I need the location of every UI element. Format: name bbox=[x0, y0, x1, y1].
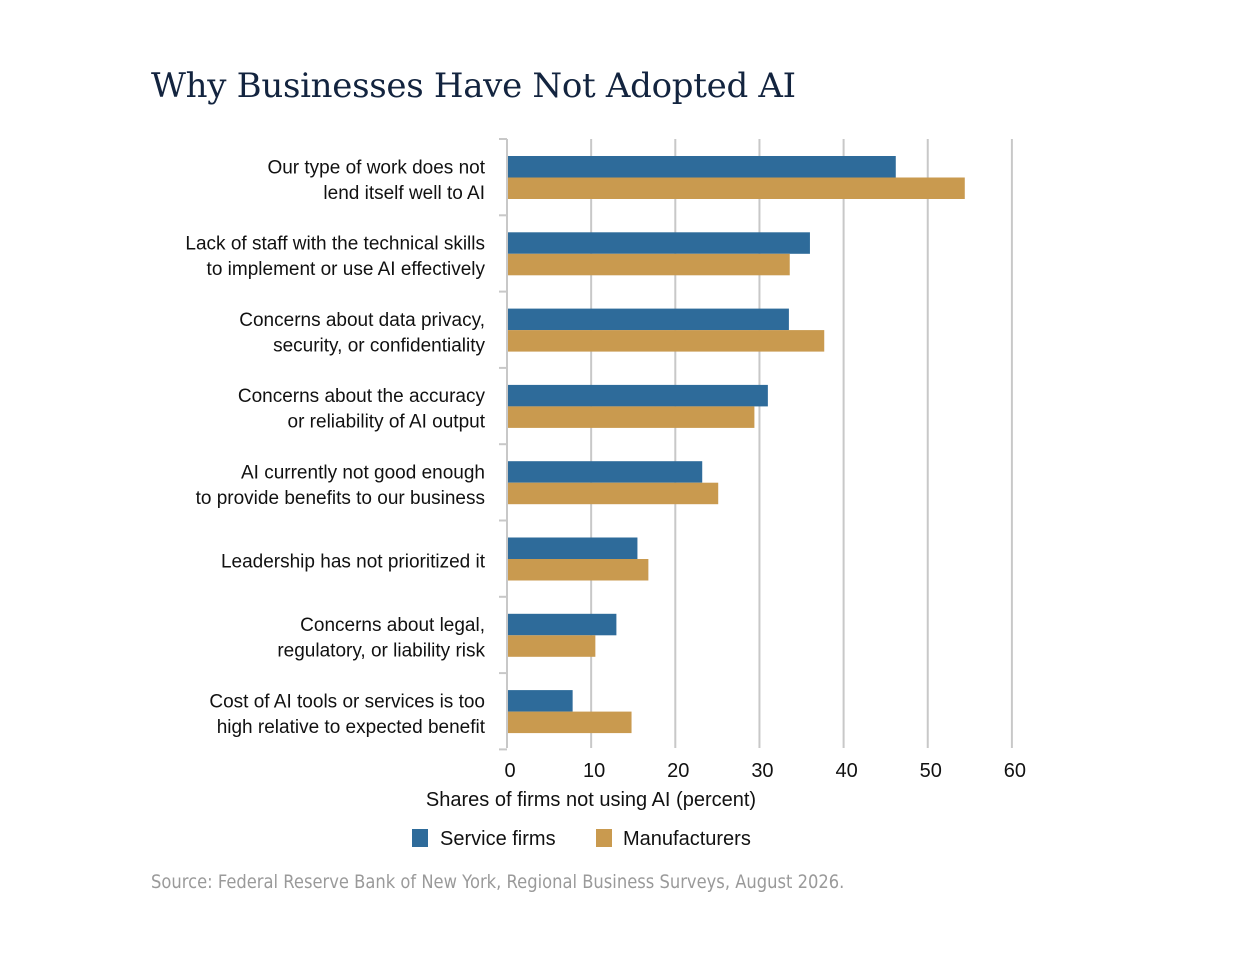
manufacturers-bar-4 bbox=[507, 482, 719, 505]
category-label-line: Concerns about data privacy, bbox=[239, 310, 485, 331]
x-axis-title: Shares of firms not using AI (percent) bbox=[426, 789, 756, 811]
service-bar-7 bbox=[507, 690, 573, 712]
category-label: AI currently not good enough to provide b… bbox=[196, 462, 485, 509]
x-tick-label: 10 bbox=[583, 760, 605, 782]
category-labels: Our type of work does not lend itself wel… bbox=[185, 157, 485, 738]
x-tick-labels: 0 10 20 30 40 50 60 bbox=[504, 760, 1026, 782]
manufacturers-bar-0 bbox=[507, 177, 965, 199]
category-label-line: high relative to expected benefit bbox=[217, 717, 486, 738]
category-label-line: Cost of AI tools or services is too bbox=[209, 691, 485, 712]
category-label-line: security, or confidentiality bbox=[273, 335, 485, 356]
legend-swatch-service bbox=[412, 829, 428, 847]
x-tick-label: 30 bbox=[751, 760, 773, 782]
category-label-line: AI currently not good enough bbox=[241, 462, 485, 483]
category-label: Lack of staff with the technical skills t… bbox=[185, 234, 485, 280]
legend: Service firms Manufacturers bbox=[412, 828, 751, 850]
category-label: Cost of AI tools or services is too high … bbox=[209, 691, 485, 738]
manufacturers-bar-1 bbox=[507, 253, 790, 276]
service-bar-0 bbox=[507, 156, 896, 178]
x-tick-label: 60 bbox=[1004, 760, 1026, 782]
manufacturers-bar-2 bbox=[507, 330, 825, 352]
category-axis bbox=[499, 138, 508, 751]
manufacturers-bar-5 bbox=[507, 559, 649, 581]
category-label: Concerns about data privacy, security, or… bbox=[239, 310, 485, 357]
service-bar-4 bbox=[507, 461, 703, 483]
category-label: Concerns about the accuracy or reliabilit… bbox=[238, 386, 486, 433]
x-tick-label: 40 bbox=[835, 760, 857, 782]
category-label-line: to provide benefits to our business bbox=[196, 488, 485, 509]
service-bar-3 bbox=[507, 384, 768, 407]
category-label: Concerns about legal, regulatory, or liab… bbox=[277, 615, 485, 662]
bars bbox=[507, 156, 965, 734]
category-label-line: Lack of staff with the technical skills bbox=[185, 234, 485, 255]
category-label-line: Leadership has not prioritized it bbox=[221, 552, 486, 573]
legend-label-manufacturers: Manufacturers bbox=[623, 828, 751, 850]
chart-title: Why Businesses Have Not Adopted AI bbox=[151, 66, 796, 106]
service-bar-2 bbox=[507, 308, 789, 331]
x-tick-label: 20 bbox=[667, 760, 689, 782]
manufacturers-bar-3 bbox=[507, 406, 755, 428]
category-label: Our type of work does not lend itself wel… bbox=[267, 157, 485, 204]
gridlines bbox=[590, 139, 1013, 748]
category-label-line: Our type of work does not bbox=[267, 157, 485, 178]
manufacturers-bar-7 bbox=[507, 711, 632, 734]
manufacturers-bar-6 bbox=[507, 635, 596, 657]
category-label-line: or reliability of AI output bbox=[288, 412, 486, 433]
category-label: Leadership has not prioritized it bbox=[221, 552, 486, 573]
service-bar-6 bbox=[507, 613, 617, 636]
service-bar-5 bbox=[507, 537, 638, 559]
x-tick-label: 0 bbox=[504, 760, 515, 782]
x-tick-label: 50 bbox=[920, 760, 942, 782]
service-bar-1 bbox=[507, 232, 810, 254]
category-label-line: lend itself well to AI bbox=[323, 183, 485, 204]
category-label-line: to implement or use AI effectively bbox=[207, 259, 486, 280]
category-label-line: regulatory, or liability risk bbox=[277, 641, 485, 662]
legend-swatch-manufacturers bbox=[596, 829, 612, 847]
category-label-line: Concerns about legal, bbox=[300, 615, 485, 636]
category-label-line: Concerns about the accuracy bbox=[238, 386, 486, 407]
legend-label-service: Service firms bbox=[440, 828, 556, 850]
source-note: Source: Federal Reserve Bank of New York… bbox=[151, 871, 845, 893]
